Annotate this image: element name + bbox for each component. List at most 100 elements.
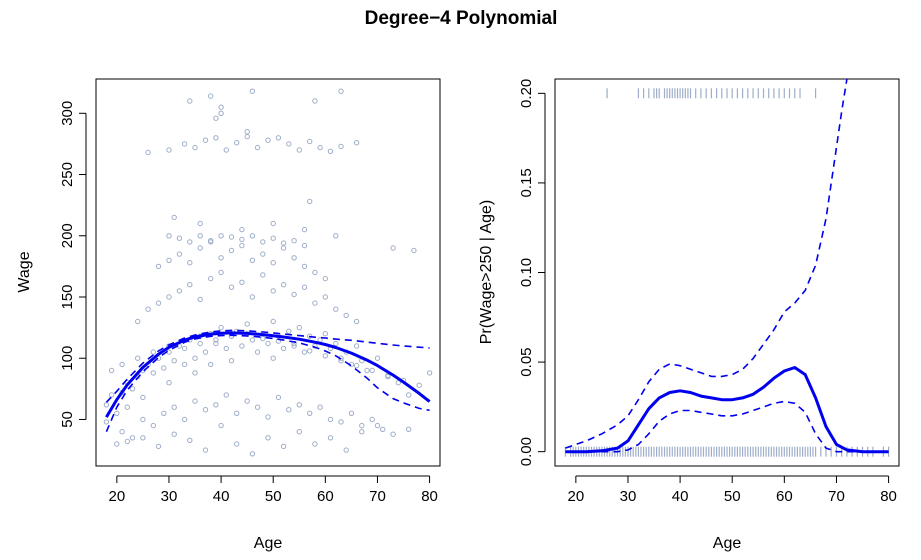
y-tick-label: 50 — [59, 411, 76, 428]
data-point — [228, 284, 235, 290]
data-point — [218, 110, 224, 117]
data-point — [270, 260, 276, 266]
y-tick-label: 0.10 — [518, 258, 535, 287]
data-point — [275, 394, 282, 401]
data-point — [307, 138, 313, 145]
data-point — [244, 321, 250, 327]
data-point — [244, 133, 250, 140]
data-point — [208, 93, 214, 99]
y-tick-label: 0.05 — [518, 347, 535, 376]
figure-title: Degree−4 Polynomial — [365, 8, 558, 29]
data-point — [181, 361, 188, 368]
lower-confidence-band — [565, 400, 889, 453]
data-point — [275, 135, 282, 141]
y-tick-label: 300 — [59, 101, 76, 126]
data-point — [218, 422, 224, 429]
right-x-axis-label: Age — [713, 535, 742, 552]
data-point — [353, 362, 360, 369]
y-tick-label: 200 — [59, 223, 76, 248]
data-point — [312, 343, 318, 349]
data-point — [239, 343, 245, 349]
data-point — [155, 263, 162, 270]
data-point — [213, 340, 219, 347]
data-point — [176, 288, 183, 294]
data-point — [265, 435, 271, 441]
data-point — [364, 367, 370, 374]
data-point — [286, 328, 292, 334]
data-point — [223, 345, 230, 352]
data-point — [176, 251, 183, 257]
data-point — [228, 234, 235, 240]
data-point — [129, 435, 136, 441]
data-point — [353, 318, 360, 325]
lower-confidence-band — [105, 334, 430, 433]
data-point — [150, 422, 157, 429]
left-y-axis-label: Wage — [16, 251, 33, 292]
data-point — [244, 129, 250, 135]
data-point — [260, 251, 266, 257]
data-point — [249, 88, 256, 94]
data-point — [166, 380, 172, 386]
data-point — [166, 294, 172, 300]
data-point — [213, 337, 219, 343]
x-tick-label: 60 — [317, 488, 334, 505]
data-point — [280, 245, 287, 251]
data-point — [176, 235, 183, 241]
data-point — [291, 238, 297, 244]
data-point — [249, 337, 256, 343]
data-point — [291, 291, 297, 298]
data-point — [280, 240, 287, 246]
data-point — [333, 233, 339, 239]
x-tick-label: 70 — [828, 488, 845, 505]
data-point — [322, 353, 328, 359]
data-point — [197, 220, 203, 227]
data-point — [114, 441, 120, 447]
data-point — [301, 226, 308, 233]
data-point — [327, 435, 334, 441]
data-point — [301, 284, 308, 290]
data-point — [322, 275, 328, 282]
data-point — [192, 144, 198, 151]
data-point — [213, 402, 219, 408]
data-point — [280, 282, 287, 288]
data-point — [348, 410, 355, 416]
data-point — [161, 365, 167, 371]
y-tick-label: 0.20 — [518, 79, 535, 108]
data-point — [260, 239, 266, 245]
data-point — [103, 419, 110, 425]
x-tick-label: 30 — [161, 488, 178, 505]
data-point — [254, 349, 261, 355]
data-point — [234, 140, 240, 146]
data-point — [145, 306, 151, 312]
data-point — [338, 143, 344, 150]
data-point — [327, 148, 334, 155]
data-point — [249, 451, 256, 457]
data-point — [343, 312, 349, 319]
data-point — [249, 294, 256, 300]
data-point — [161, 410, 167, 416]
y-tick-label: 250 — [59, 162, 76, 187]
right-plot-frame — [554, 78, 900, 467]
data-point — [260, 335, 266, 342]
data-point — [218, 269, 224, 276]
data-point — [223, 147, 230, 153]
data-point — [187, 260, 193, 266]
data-point — [234, 441, 240, 447]
data-point — [296, 429, 302, 435]
data-point — [270, 355, 276, 361]
right-panel-probability: 20 30 40 50 60 70 80 0.000.050.100.150.20 Age … — [478, 78, 900, 552]
data-point — [291, 343, 297, 349]
x-tick-label: 50 — [724, 488, 741, 505]
probability-fit-lines — [565, 79, 889, 454]
left-y-axis: 50 100 150 200 250 300 — [59, 101, 87, 428]
x-tick-label: 60 — [776, 488, 793, 505]
data-point — [343, 447, 349, 453]
x-tick-label: 20 — [109, 488, 126, 505]
data-point — [213, 135, 219, 141]
left-x-axis: 20 30 40 50 60 70 80 — [109, 475, 438, 505]
data-point — [135, 355, 141, 361]
data-point — [260, 272, 266, 278]
data-point — [187, 239, 193, 245]
upper-confidence-band — [105, 329, 430, 403]
data-point — [187, 282, 193, 288]
